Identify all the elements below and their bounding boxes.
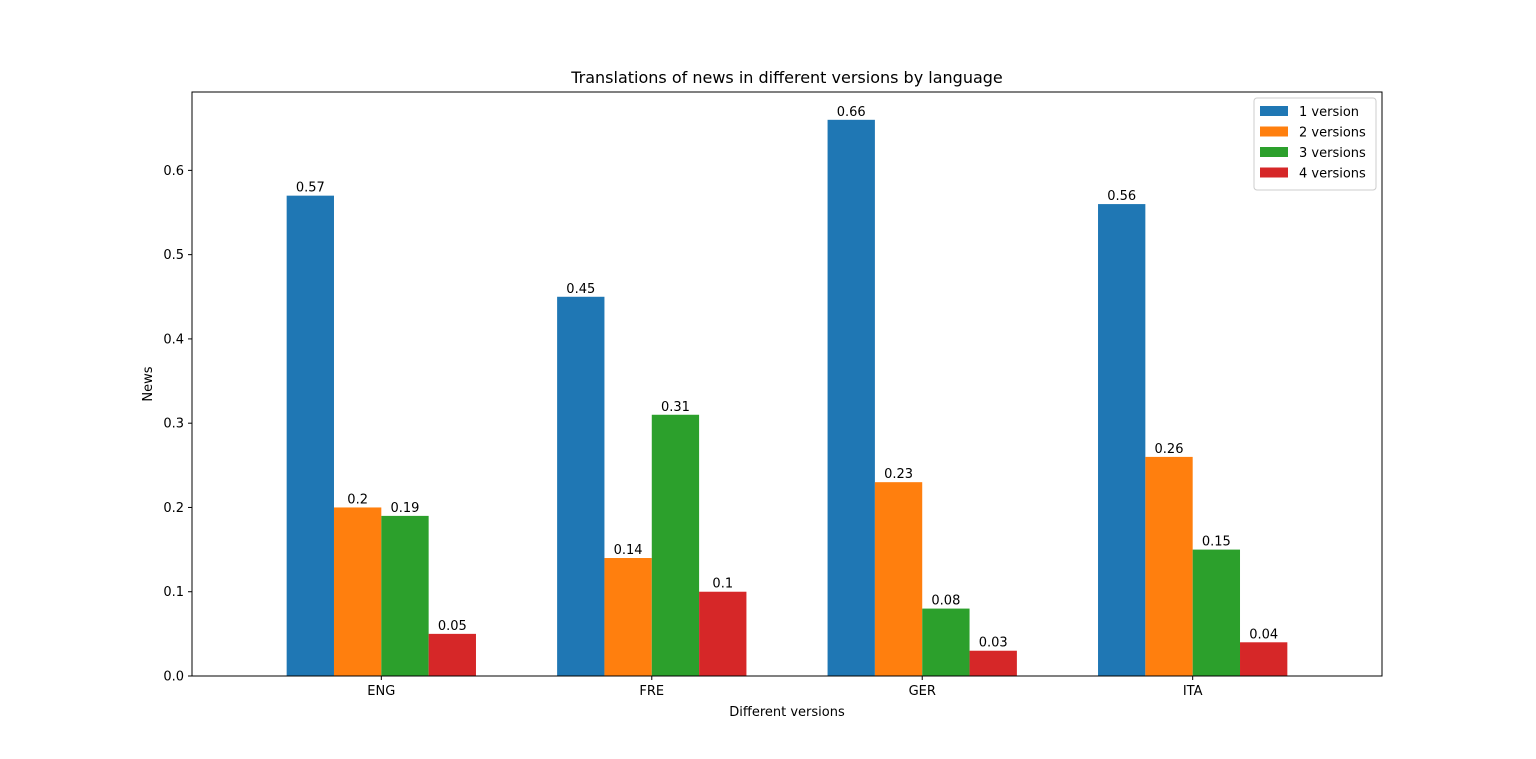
bar-eng-series-3	[381, 515, 429, 676]
bar-eng-series-4	[428, 633, 476, 676]
bar-value-label: 0.56	[1107, 189, 1136, 204]
legend-swatch	[1260, 167, 1288, 178]
bar-fre-series-4	[699, 591, 747, 676]
legend-label: 4 versions	[1299, 167, 1366, 182]
bar-ita-series-2	[1145, 456, 1193, 676]
chart-title: Translations of news in different versio…	[570, 68, 1003, 87]
legend-label: 2 versions	[1299, 126, 1366, 141]
legend-label: 3 versions	[1299, 146, 1366, 161]
bar-value-label: 0.31	[661, 400, 690, 415]
plot-area-frame	[191, 91, 1383, 677]
bar-value-label: 0.2	[347, 492, 368, 507]
legend-swatch	[1260, 106, 1288, 116]
y-tick-label: 0.1	[163, 585, 184, 600]
x-axis-label: Different versions	[729, 705, 845, 720]
y-axis-label: News	[141, 366, 156, 401]
bar-value-label: 0.05	[438, 619, 467, 634]
bar-ger-series-1	[827, 119, 875, 677]
y-tick-label: 0.4	[163, 332, 184, 347]
bar-ger-series-2	[874, 482, 923, 676]
bar-ger-series-4	[969, 650, 1017, 676]
legend: 1 version 2 versions 3 versions 4 versions	[1253, 97, 1377, 191]
bar-value-label: 0.08	[931, 594, 960, 609]
x-tick-label: ENG	[367, 684, 395, 699]
bar-value-label: 0.19	[391, 501, 420, 516]
bar-value-label: 0.04	[1249, 627, 1278, 642]
bar-labels-group: 0.57 0.45 0.66 0.56 0.2 0.14 0.23 0.26 0.19 0.31 0…	[296, 105, 1278, 651]
bar-value-label: 0.15	[1202, 535, 1231, 550]
bar-ita-series-4	[1240, 642, 1288, 676]
y-axis: 0.0 0.1 0.2 0.3 0.4 0.5 0.6	[163, 164, 192, 685]
legend-label: 1 version	[1299, 105, 1359, 120]
x-tick-label: ITA	[1183, 684, 1203, 699]
bar-value-label: 0.1	[712, 577, 733, 592]
bar-fre-series-1	[557, 296, 605, 676]
x-tick-label: GER	[909, 684, 936, 699]
bar-eng-series-1	[286, 195, 334, 676]
bar-value-label: 0.14	[614, 543, 643, 558]
x-axis: ENG FRE GER ITA	[367, 676, 1203, 699]
legend-box	[1253, 97, 1377, 191]
y-tick-label: 0.6	[163, 164, 184, 179]
y-tick-label: 0.2	[163, 501, 184, 516]
y-tick-label: 0.5	[163, 248, 184, 263]
bar-ita-series-1	[1098, 204, 1146, 676]
bar-value-label: 0.26	[1155, 442, 1184, 457]
bar-value-label: 0.23	[884, 467, 913, 482]
legend-swatch	[1260, 147, 1288, 157]
bar-value-label: 0.66	[837, 105, 866, 120]
bar-value-label: 0.57	[296, 181, 325, 196]
bar-ita-series-3	[1192, 549, 1241, 676]
legend-swatch	[1260, 126, 1288, 137]
bar-fre-series-2	[604, 558, 652, 676]
bar-value-label: 0.45	[566, 282, 595, 297]
y-tick-label: 0.3	[163, 417, 184, 432]
bars-group	[286, 119, 1288, 677]
x-tick-label: FRE	[639, 684, 664, 699]
y-tick-label: 0.0	[163, 670, 184, 685]
bar-ger-series-3	[922, 608, 970, 676]
bar-eng-series-2	[333, 507, 382, 676]
bar-fre-series-3	[651, 414, 700, 676]
bar-value-label: 0.03	[979, 636, 1008, 651]
